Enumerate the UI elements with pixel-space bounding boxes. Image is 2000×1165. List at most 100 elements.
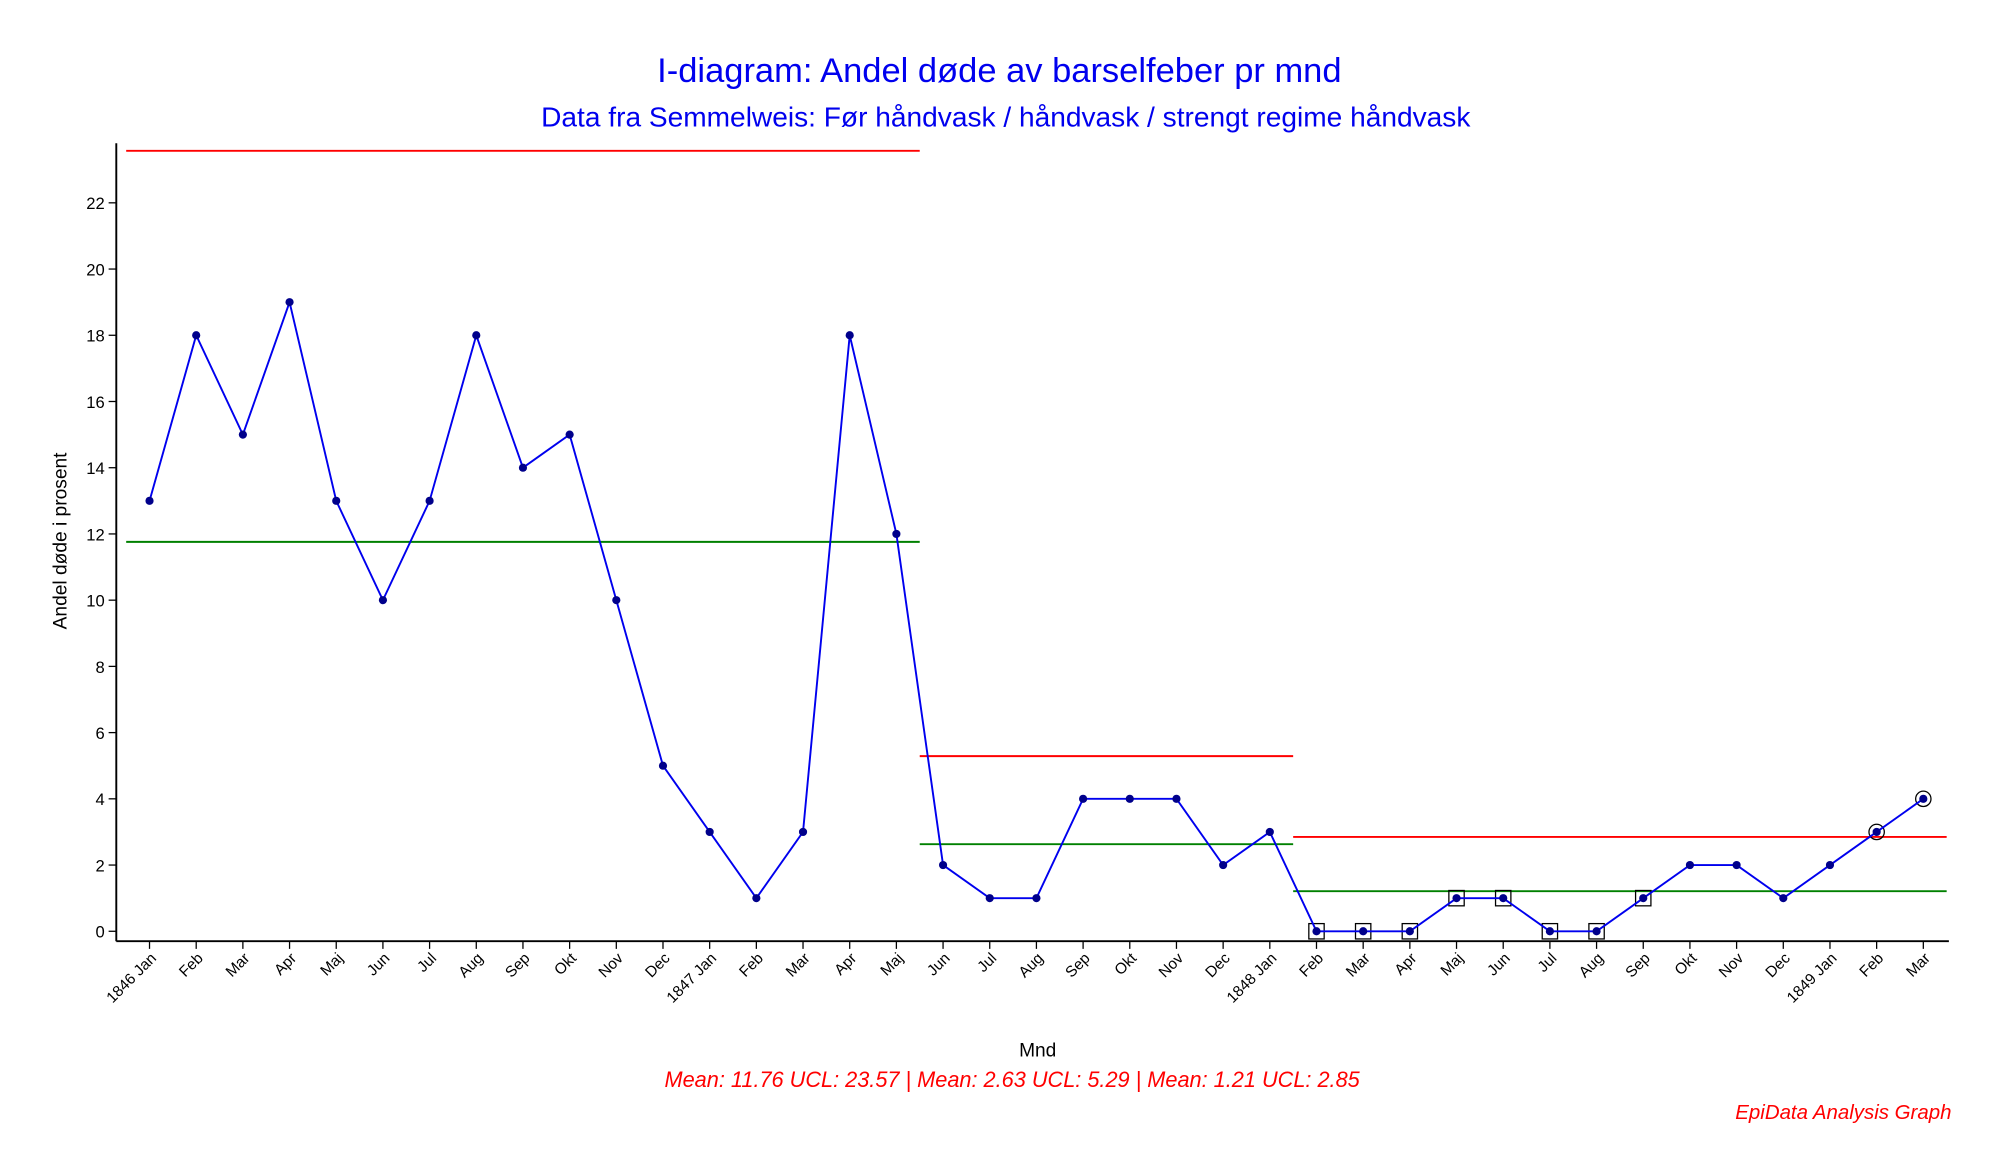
x-tick-label: Feb — [1296, 950, 1327, 981]
data-point — [285, 298, 294, 307]
x-tick-label: 1849 Jan — [1784, 950, 1841, 1007]
y-tick-label: 8 — [96, 658, 105, 677]
data-point — [1639, 894, 1648, 903]
data-point — [1172, 794, 1181, 803]
data-point — [938, 860, 948, 870]
y-tick-label: 12 — [86, 525, 104, 544]
data-point — [1405, 927, 1414, 936]
x-tick-label: Jun — [924, 950, 953, 980]
data-point — [1825, 860, 1835, 870]
data-point — [1545, 927, 1554, 936]
x-tick-label: Nov — [596, 950, 628, 982]
x-tick-label: Sep — [1062, 950, 1093, 981]
x-tick-label: Jul — [1535, 950, 1561, 976]
x-tick-label: Mar — [1343, 950, 1374, 981]
y-tick-label: 2 — [96, 856, 105, 875]
data-point — [1032, 894, 1041, 903]
data-point — [1359, 927, 1368, 936]
data-point — [658, 761, 668, 770]
x-tick-label: Nov — [1716, 950, 1748, 982]
x-axis-label: Mnd — [1019, 1040, 1056, 1061]
data-point — [1265, 827, 1274, 837]
y-tick-label: 16 — [86, 393, 104, 412]
data-point — [705, 827, 714, 837]
data-point — [145, 496, 154, 505]
data-point — [798, 827, 808, 837]
chart-title: I-diagram: Andel døde av barselfeber pr … — [657, 52, 1341, 90]
x-tick-label: Jul — [414, 950, 440, 976]
x-tick-label: Nov — [1156, 950, 1188, 982]
x-tick-label: 1847 Jan — [664, 950, 721, 1007]
data-point — [1732, 860, 1741, 870]
data-point — [1125, 794, 1134, 803]
x-tick-label: Jun — [364, 950, 393, 980]
x-tick-label: Okt — [1672, 949, 1701, 978]
x-tick-label: Dec — [1762, 950, 1794, 982]
data-point — [378, 596, 388, 605]
x-tick-label: Maj — [877, 950, 906, 979]
data-point — [238, 430, 247, 439]
y-tick-label: 0 — [96, 923, 105, 942]
x-tick-label: Mar — [1903, 950, 1934, 981]
chart-subtitle: Data fra Semmelweis: Før håndvask / hånd… — [541, 102, 1471, 133]
data-point — [1919, 794, 1928, 803]
data-point — [1219, 860, 1228, 870]
data-point — [1312, 927, 1321, 936]
x-tick-label: Jun — [1484, 950, 1513, 980]
y-tick-label: 10 — [86, 592, 104, 611]
data-point — [892, 529, 901, 539]
data-point — [425, 496, 434, 505]
data-point — [1592, 927, 1601, 936]
x-tick-label: 1848 Jan — [1224, 950, 1281, 1007]
x-tick-label: Apr — [1391, 950, 1420, 979]
data-point — [612, 596, 621, 605]
data-point — [752, 894, 761, 903]
x-tick-label: Sep — [1622, 950, 1653, 981]
run-marker — [1634, 889, 1652, 907]
y-tick-label: 20 — [86, 260, 104, 279]
x-tick-label: Apr — [831, 950, 860, 979]
data-point — [1685, 860, 1695, 870]
data-point — [1779, 894, 1788, 903]
x-tick-label: Mar — [783, 950, 814, 981]
x-tick-label: Maj — [1438, 950, 1467, 979]
x-tick-label: Dec — [1202, 950, 1234, 982]
x-tick-label: 1846 Jan — [103, 950, 160, 1007]
data-point — [192, 331, 201, 340]
data-point — [1499, 894, 1508, 903]
x-tick-label: Mar — [223, 950, 254, 981]
y-tick-label: 18 — [86, 327, 104, 346]
data-point — [985, 894, 994, 903]
x-tick-label: Maj — [317, 950, 346, 979]
x-tick-label: Dec — [642, 950, 674, 982]
ucl-signal — [1868, 823, 1885, 841]
data-point — [1452, 894, 1461, 903]
x-tick-label: Sep — [502, 950, 533, 981]
footer: Mean: 11.76 UCL: 23.57 | Mean: 2.63 UCL:… — [665, 1067, 1361, 1092]
data-point — [332, 496, 341, 505]
y-tick-label: 6 — [96, 724, 105, 743]
x-tick-label: Feb — [176, 950, 207, 981]
x-tick-label: Okt — [1111, 949, 1140, 978]
x-tick-label: Aug — [1016, 950, 1047, 981]
data-point — [845, 331, 854, 340]
x-tick-label: Feb — [1856, 950, 1887, 981]
data-point — [1079, 794, 1088, 803]
y-tick-label: 14 — [86, 459, 104, 478]
x-tick-label: Apr — [271, 950, 300, 979]
ucl-signal — [1915, 790, 1932, 808]
data-point — [518, 463, 528, 472]
x-tick-label: Okt — [551, 949, 580, 978]
x-tick-label: Aug — [1576, 950, 1607, 981]
data-point — [1872, 827, 1881, 837]
x-tick-label: Jul — [974, 950, 1000, 976]
data-point — [472, 331, 481, 340]
x-tick-label: Aug — [455, 950, 486, 981]
credit: EpiData Analysis Graph — [1735, 1101, 1951, 1124]
data-point — [565, 430, 574, 439]
y-axis-label: Andel døde i prosent — [50, 452, 71, 630]
x-tick-label: Feb — [736, 950, 767, 981]
y-tick-label: 22 — [86, 194, 104, 213]
y-tick-label: 4 — [96, 790, 105, 809]
